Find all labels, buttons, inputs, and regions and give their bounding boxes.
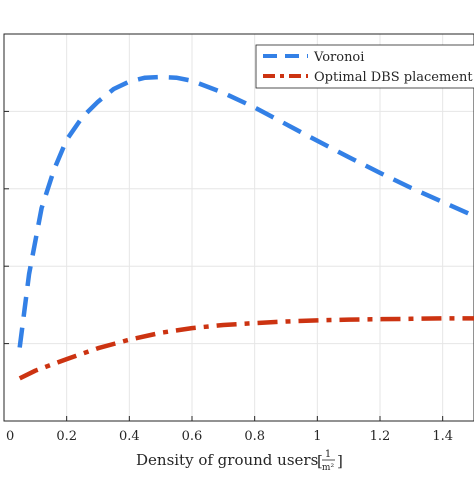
x-tick-label: 1.4 — [432, 429, 453, 444]
x-axis-label: Density of ground users — [136, 451, 318, 469]
grid — [3, 34, 474, 421]
tick-marks — [3, 110, 444, 421]
axes-box — [3, 33, 474, 422]
legend-label-voronoi: Voronoi — [313, 50, 364, 65]
series-line-voronoi — [17, 74, 474, 348]
unit-denominator: m² — [322, 463, 335, 473]
x-tick-label: 0.8 — [244, 429, 265, 444]
x-tick-label: 0.6 — [182, 429, 203, 444]
unit-bracket-right: ] — [337, 452, 343, 470]
unit-numerator: 1 — [325, 449, 331, 460]
legend-box — [255, 44, 474, 89]
legend-label-optimal-dbs: Optimal DBS placement — [314, 70, 473, 85]
x-tick-labels: 0 0.2 0.4 0.6 0.8 1 1.2 1.4 — [6, 429, 453, 444]
x-tick-label: 1.2 — [370, 429, 391, 444]
series — [17, 74, 474, 381]
x-tick-label: 0.2 — [56, 429, 77, 444]
x-tick-label: 0.4 — [119, 429, 140, 444]
legend: Voronoi Optimal DBS placement — [255, 44, 474, 89]
x-axis-unit: [ 1 m² ] — [317, 449, 343, 473]
series-line-optimal-dbs-placement — [18, 316, 474, 381]
unit-bracket-left: [ — [317, 452, 323, 470]
x-tick-label: 1 — [313, 429, 321, 444]
x-tick-label: 0 — [6, 429, 14, 444]
